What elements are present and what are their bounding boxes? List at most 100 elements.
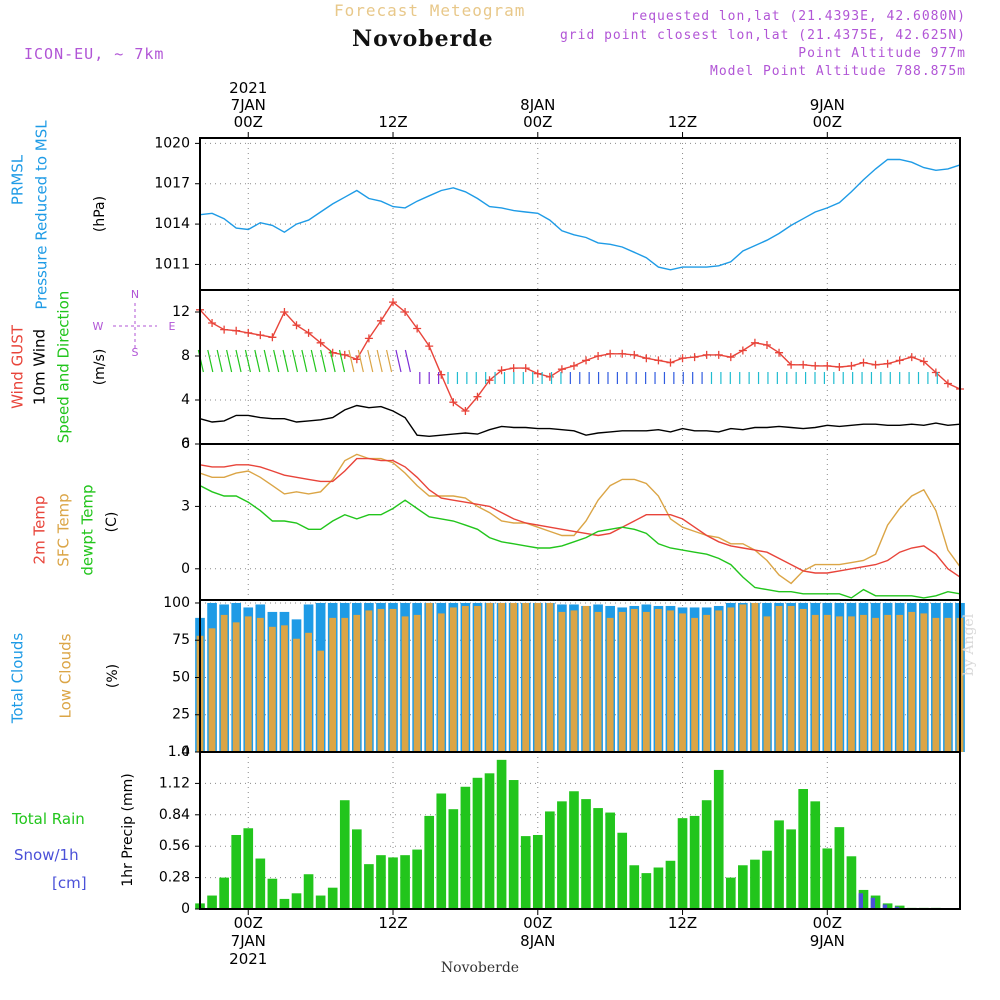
wind-gust-line-marker — [630, 350, 639, 359]
low-cloud-bar — [570, 610, 578, 752]
low-cloud-bar — [365, 610, 373, 752]
low-cloud-bar — [642, 611, 650, 752]
wind-ytick-label: 12 — [172, 304, 190, 320]
low-cloud-bar — [787, 605, 795, 752]
low-cloud-bar — [908, 611, 916, 752]
low-cloud-bar — [256, 617, 264, 752]
wind-gust-line-marker — [316, 338, 325, 347]
wind-gust-line-marker — [714, 350, 723, 359]
pressure-ytick-label: 1011 — [154, 256, 190, 272]
temp-2m-line — [199, 457, 961, 578]
wind-gust-line-marker — [545, 372, 554, 381]
wind-barb — [282, 349, 289, 373]
wind-gust-line-marker — [304, 328, 313, 337]
rain-bar — [810, 801, 821, 909]
rain-bar — [400, 855, 410, 909]
wind-ytick-label: 0 — [181, 436, 190, 452]
data-layer — [195, 158, 965, 909]
location-title: Novoberde — [352, 26, 494, 52]
rain-bar — [858, 889, 869, 909]
point-altitude: Point Altitude 977m — [798, 46, 966, 61]
wind-ytick-label: 8 — [181, 348, 190, 364]
clouds-frame — [199, 599, 961, 753]
precip-ytick-label: 0 — [181, 901, 190, 917]
wind-barb — [367, 349, 374, 373]
pressure-unit: (hPa) — [92, 196, 108, 232]
compass-west: W — [93, 320, 104, 333]
low-cloud-bar — [546, 602, 554, 752]
rain-label: Total Rain — [11, 810, 85, 828]
low-cloud-bar — [486, 602, 493, 752]
rain-bar — [472, 777, 483, 909]
wind-gust-line-marker — [654, 356, 663, 365]
rain-bar — [581, 799, 591, 909]
wind-gust-line-marker — [606, 349, 615, 358]
rain-bar — [376, 855, 386, 909]
bottom-date-label: 7JAN — [231, 932, 266, 950]
wind-barb — [291, 349, 299, 373]
rain-bar — [774, 820, 784, 909]
wind-gust-line-marker — [340, 350, 349, 359]
low-cloud-bar — [281, 625, 288, 752]
low-cloud-bar — [751, 602, 759, 752]
wind-gust-line-marker — [943, 379, 952, 388]
rain-bar — [593, 808, 603, 909]
temperature-ytick-label: 0 — [181, 561, 190, 577]
wind-gust-line-marker — [413, 324, 422, 333]
low-cloud-bar — [534, 602, 542, 752]
low-cloud-bar — [498, 602, 505, 752]
clouds-ytick-label: 0 — [181, 744, 190, 760]
rain-bar — [894, 905, 905, 909]
precip-ytick-label: 1.12 — [159, 775, 190, 791]
low-cloud-bar — [606, 617, 614, 752]
low-cloud-bar — [317, 650, 325, 752]
low-cloud-bar — [618, 611, 626, 752]
top-date-label: 8JAN — [520, 96, 555, 114]
rain-bar — [557, 801, 567, 909]
wind-speed-line — [199, 404, 961, 438]
rain-bar — [738, 865, 748, 909]
rain-bar — [798, 789, 808, 909]
wind-barb — [310, 349, 317, 373]
temperature-ytick-label: 6 — [181, 436, 190, 452]
top-time-label: 00Z — [813, 113, 842, 131]
low-cloud-bar — [389, 608, 397, 752]
sfc-temp-label: SFC Temp — [55, 493, 73, 566]
wind-gust-line-marker — [883, 359, 892, 368]
rain-bar — [412, 849, 422, 909]
sfc-temp-line — [199, 453, 961, 585]
total-clouds-label: Total Clouds — [9, 633, 27, 725]
wind-gust-line-marker — [401, 308, 410, 316]
low-cloud-bar — [401, 616, 409, 752]
label-layer: 101110141017102004812036025507510000.280… — [9, 79, 845, 976]
rain-bar — [291, 893, 302, 909]
wind-gust-line-marker — [666, 358, 675, 367]
model-altitude: Model Point Altitude 788.875m — [710, 64, 966, 79]
low-cloud-bar — [510, 602, 518, 752]
snow-bar — [870, 897, 876, 909]
low-clouds-label: Low Clouds — [57, 633, 75, 718]
wind-gust-line-marker — [618, 349, 627, 358]
precip-ytick-label: 1.4 — [168, 744, 190, 760]
wind-gust-line-marker — [775, 348, 784, 357]
wind-barb — [385, 349, 393, 373]
low-cloud-bar — [884, 614, 891, 752]
pressure-line — [199, 158, 961, 271]
wind-gust-line-marker — [364, 334, 373, 343]
low-cloud-bar — [872, 617, 879, 752]
bottom-year-label: 2021 — [229, 950, 267, 968]
low-cloud-bar — [763, 616, 771, 752]
wind-gust-line-marker — [292, 321, 301, 330]
footer-location: Novoberde — [441, 960, 519, 976]
rain-bar — [364, 864, 374, 909]
wind-barb — [301, 349, 308, 373]
snow-label: Snow/1h — [14, 846, 79, 864]
wind-gust-line-marker — [750, 338, 759, 347]
wind-gust-line-marker — [461, 407, 470, 415]
wind-barb — [235, 349, 242, 373]
wind-gust-line-marker — [582, 356, 591, 365]
bottom-time-label: 00Z — [523, 914, 552, 932]
clouds-ytick-label: 75 — [172, 632, 190, 648]
rain-bar — [339, 800, 350, 909]
